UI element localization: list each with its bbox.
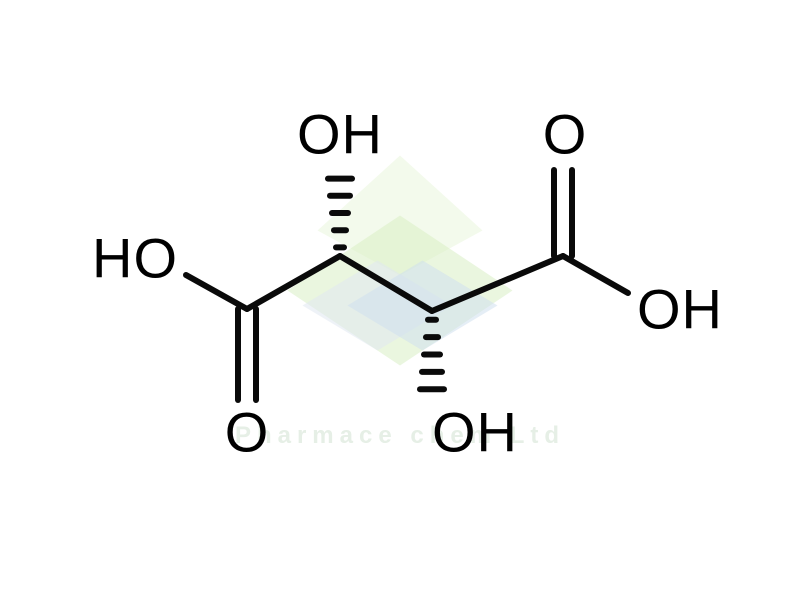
atom-o_bl: O — [225, 400, 270, 465]
atom-oh_right: OH — [637, 277, 723, 342]
atom-oh_top: OH — [297, 102, 383, 167]
structure-canvas: Pharmace chem Ltd HOOOHOHOOH — [0, 0, 800, 600]
atom-o_tr: O — [543, 102, 588, 167]
atom-ho_left: HO — [92, 226, 178, 291]
atom-oh_bot: OH — [432, 400, 518, 465]
